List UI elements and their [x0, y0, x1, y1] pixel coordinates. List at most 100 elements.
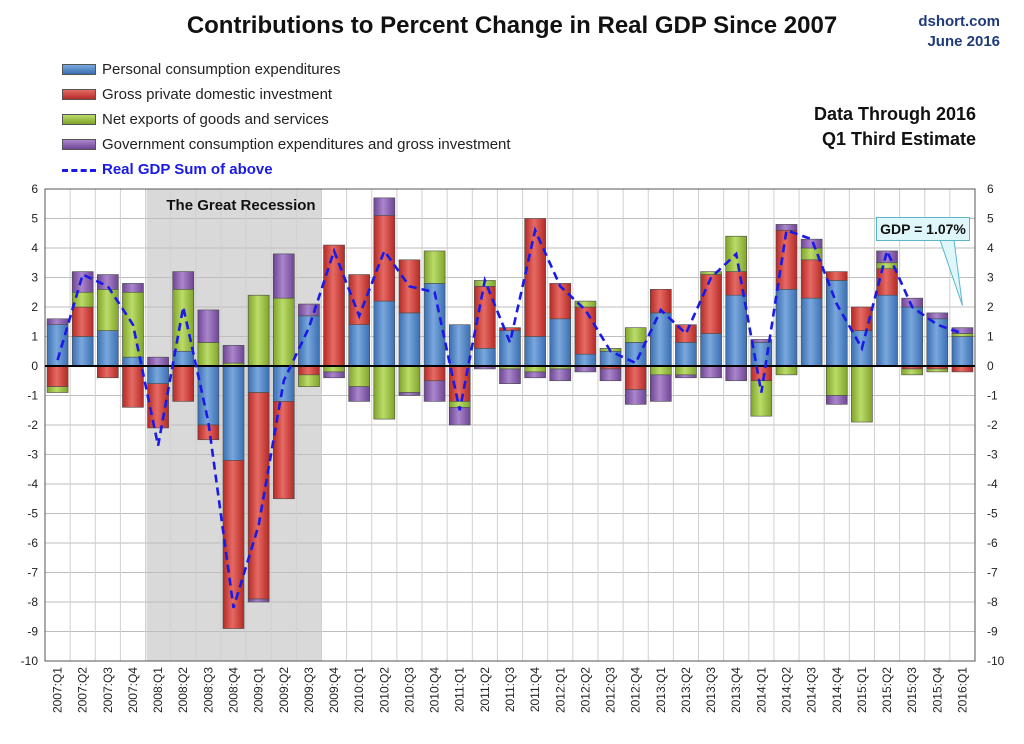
x-tick-label: 2013:Q3	[704, 667, 718, 713]
bar-segment-pce	[97, 330, 119, 367]
bar-segment-pce	[398, 312, 421, 367]
x-tick-label: 2014:Q1	[754, 667, 768, 713]
y-tick-label-left: -5	[27, 507, 38, 521]
y-tick-label-right: -2	[987, 418, 998, 432]
y-tick-label-left: 3	[31, 271, 38, 285]
y-tick-label-right: -8	[987, 595, 998, 609]
y-tick-label-right: -9	[987, 625, 998, 639]
bar-segment-pce	[700, 333, 722, 367]
x-tick-label: 2014:Q4	[830, 667, 844, 713]
bar-segment-government	[926, 312, 949, 320]
bar-segment-pce	[825, 280, 848, 367]
bar-segment-government	[499, 368, 521, 385]
bar-segment-pce	[373, 300, 396, 367]
recession-label: The Great Recession	[166, 197, 316, 214]
chart-bars	[46, 197, 974, 629]
x-tick-label: 2016:Q1	[955, 667, 969, 713]
bar-segment-pce	[901, 306, 923, 367]
bar-segment-government	[650, 374, 672, 402]
data-note-line2: Q1 Third Estimate	[821, 129, 976, 149]
chart-axes	[44, 188, 976, 662]
bar-segment-government	[247, 598, 270, 603]
y-tick-label-right: 0	[987, 359, 994, 373]
legend-swatch-gdp	[62, 169, 96, 172]
bar-segment-government	[197, 309, 220, 343]
bar-segment-net-exports	[46, 386, 69, 393]
bar-segment-investment	[800, 259, 823, 299]
x-tick-label: 2011:Q3	[503, 667, 517, 712]
bar-segment-investment	[122, 365, 144, 408]
y-tick-label-right: -7	[987, 566, 998, 580]
bar-segment-investment	[71, 306, 94, 337]
bar-segment-net-exports	[775, 365, 798, 376]
y-tick-label-left: 4	[31, 241, 38, 255]
legend-label-government: Government consumption expenditures and …	[102, 136, 511, 153]
bar-segment-investment	[247, 392, 270, 600]
source-site: dshort.com	[918, 13, 1000, 30]
y-tick-label-left: 5	[31, 212, 38, 226]
plot-frame	[44, 188, 976, 662]
bar-segment-government	[624, 389, 647, 405]
bar-segment-pce	[71, 336, 94, 367]
bar-segment-pce	[775, 288, 798, 367]
legend-label-investment: Gross private domestic investment	[102, 86, 333, 103]
legend-label-gdp: Real GDP Sum of above	[102, 161, 273, 178]
bar-segment-government	[800, 238, 823, 249]
bar-segment-investment	[825, 271, 848, 281]
bar-segment-net-exports	[348, 365, 370, 387]
y-tick-label-left: 1	[31, 330, 38, 344]
y-tick-label-right: -10	[987, 654, 1005, 668]
bar-segment-pce	[800, 297, 823, 367]
bar-segment-investment	[700, 274, 722, 334]
x-tick-label: 2015:Q2	[880, 667, 894, 713]
bar-segment-pce	[499, 330, 521, 367]
source-credit: dshort.com June 2016	[918, 12, 1000, 52]
callout-pointer	[939, 239, 963, 306]
legend-label-pce: Personal consumption expenditures	[102, 61, 341, 78]
bar-segment-government	[71, 271, 94, 293]
bar-segment-government	[423, 380, 446, 402]
x-tick-label: 2007:Q2	[76, 667, 90, 713]
y-tick-label-left: 6	[31, 182, 38, 196]
legend-swatch-government	[62, 139, 96, 150]
legend-swatch-pce	[62, 64, 96, 75]
y-tick-label-right: 1	[987, 330, 994, 344]
x-tick-label: 2013:Q1	[654, 667, 668, 713]
y-tick-label-left: -1	[27, 389, 38, 403]
y-tick-label-left: -10	[21, 654, 39, 668]
x-tick-label: 2009:Q3	[302, 667, 316, 713]
y-tick-label-left: 0	[31, 359, 38, 373]
x-tick-label: 2010:Q2	[377, 667, 391, 713]
x-tick-label: 2012:Q2	[578, 667, 592, 713]
x-tick-label: 2011:Q2	[478, 667, 492, 712]
x-tick-label: 2015:Q1	[855, 667, 869, 713]
bar-segment-government	[876, 250, 898, 264]
x-tick-label: 2014:Q2	[779, 667, 793, 713]
bar-segment-investment	[348, 274, 370, 325]
bar-segment-net-exports	[926, 368, 949, 373]
chart-title: Contributions to Percent Change in Real …	[186, 12, 838, 39]
bar-segment-pce	[448, 324, 471, 367]
bar-segment-net-exports	[624, 327, 647, 343]
bar-segment-net-exports	[398, 365, 421, 393]
y-tick-label-left: -2	[27, 418, 38, 432]
bar-segment-government	[675, 374, 697, 379]
bar-segment-investment	[272, 401, 295, 500]
y-tick-label-right: 5	[987, 212, 994, 226]
legend-swatch-investment	[62, 89, 96, 100]
bar-segment-government	[373, 197, 396, 216]
bar-segment-government	[147, 356, 169, 367]
x-tick-label: 2012:Q3	[604, 667, 618, 713]
bar-segment-government	[700, 365, 722, 379]
x-tick-label: 2009:Q2	[277, 667, 291, 713]
chart-tick-labels: 6 6 5 5 4 4 3 3 2 2 1 1 0 0 -1 -1 -2 -2 -3 -3 -4 -4 -5 -5 -6 -6 -7…	[21, 182, 1005, 668]
x-tick-label: 2008:Q3	[201, 667, 215, 713]
y-tick-label-right: -4	[987, 477, 998, 491]
bar-segment-net-exports	[901, 368, 923, 376]
y-tick-label-right: -6	[987, 536, 998, 550]
y-tick-label-right: 3	[987, 271, 994, 285]
chart-x-labels: 2007:Q1 2007:Q2 2007:Q3 2007:Q4 2008:Q1 2008:…	[51, 667, 970, 713]
bar-segment-government	[172, 271, 195, 290]
bar-segment-government	[398, 392, 421, 396]
y-tick-label-right: 2	[987, 300, 994, 314]
